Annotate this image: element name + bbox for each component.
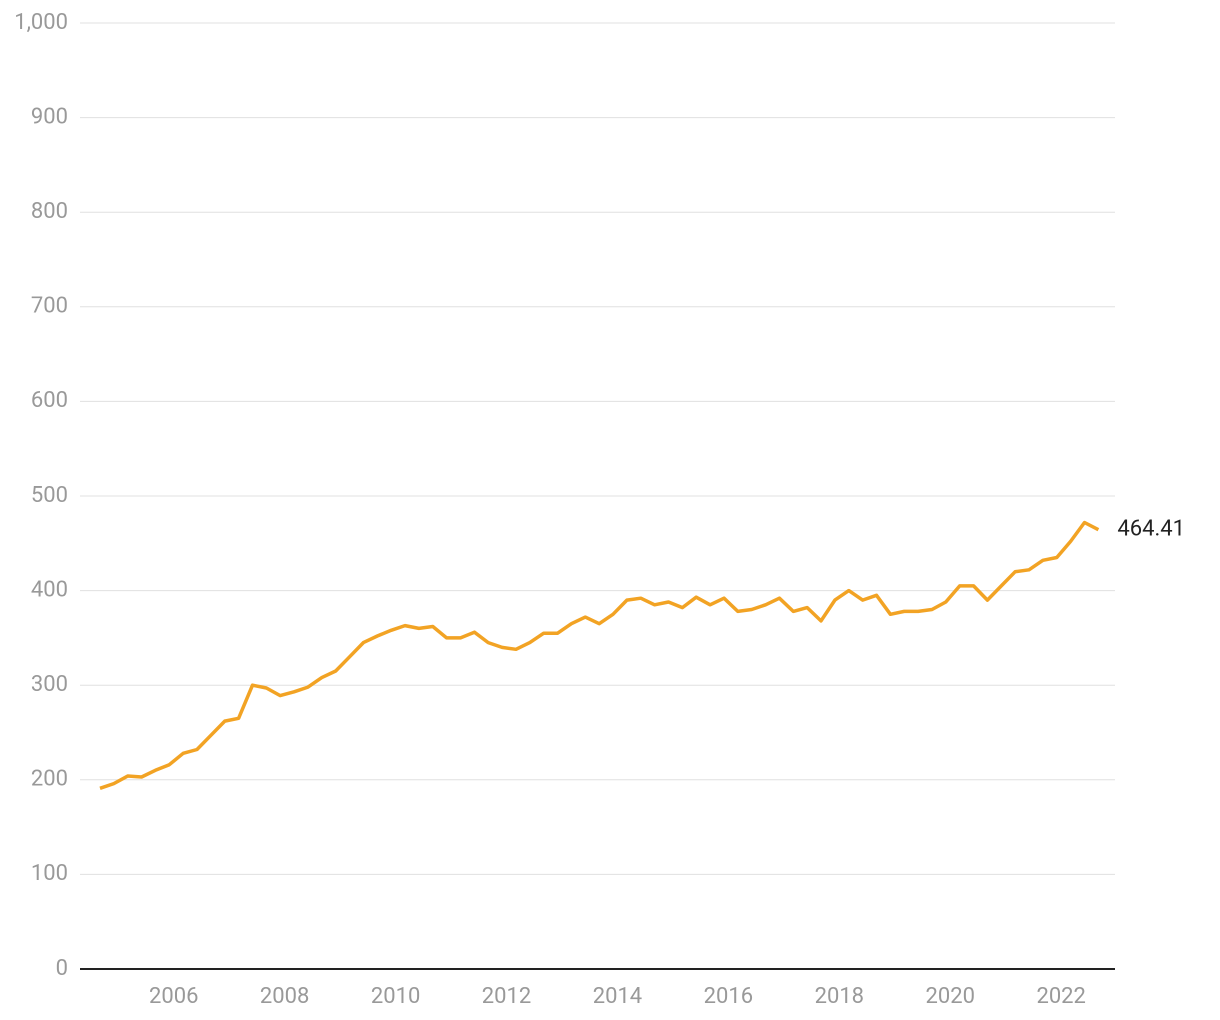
y-tick-label: 700 (31, 294, 68, 319)
x-tick-label: 2006 (149, 984, 198, 1009)
end-value-label: 464.41 (1117, 516, 1185, 541)
x-tick-label: 2008 (260, 984, 309, 1009)
x-tick-label: 2014 (593, 984, 642, 1009)
y-tick-label: 400 (31, 577, 68, 602)
y-tick-label: 300 (31, 672, 68, 697)
y-tick-label: 900 (31, 104, 68, 129)
x-tick-label: 2020 (926, 984, 975, 1009)
x-tick-label: 2016 (704, 984, 753, 1009)
y-tick-label: 600 (31, 388, 68, 413)
x-tick-label: 2010 (371, 984, 420, 1009)
x-tick-label: 2022 (1036, 984, 1085, 1009)
y-tick-label: 0 (56, 956, 68, 981)
data-line (99, 520, 1100, 790)
y-tick-label: 1,000 (14, 10, 68, 35)
x-tick-label: 2012 (482, 984, 531, 1009)
y-tick-label: 100 (31, 861, 68, 886)
x-tick-label: 2018 (815, 984, 864, 1009)
y-tick-label: 500 (31, 483, 68, 508)
y-tick-label: 800 (31, 199, 68, 224)
y-tick-label: 200 (31, 767, 68, 792)
